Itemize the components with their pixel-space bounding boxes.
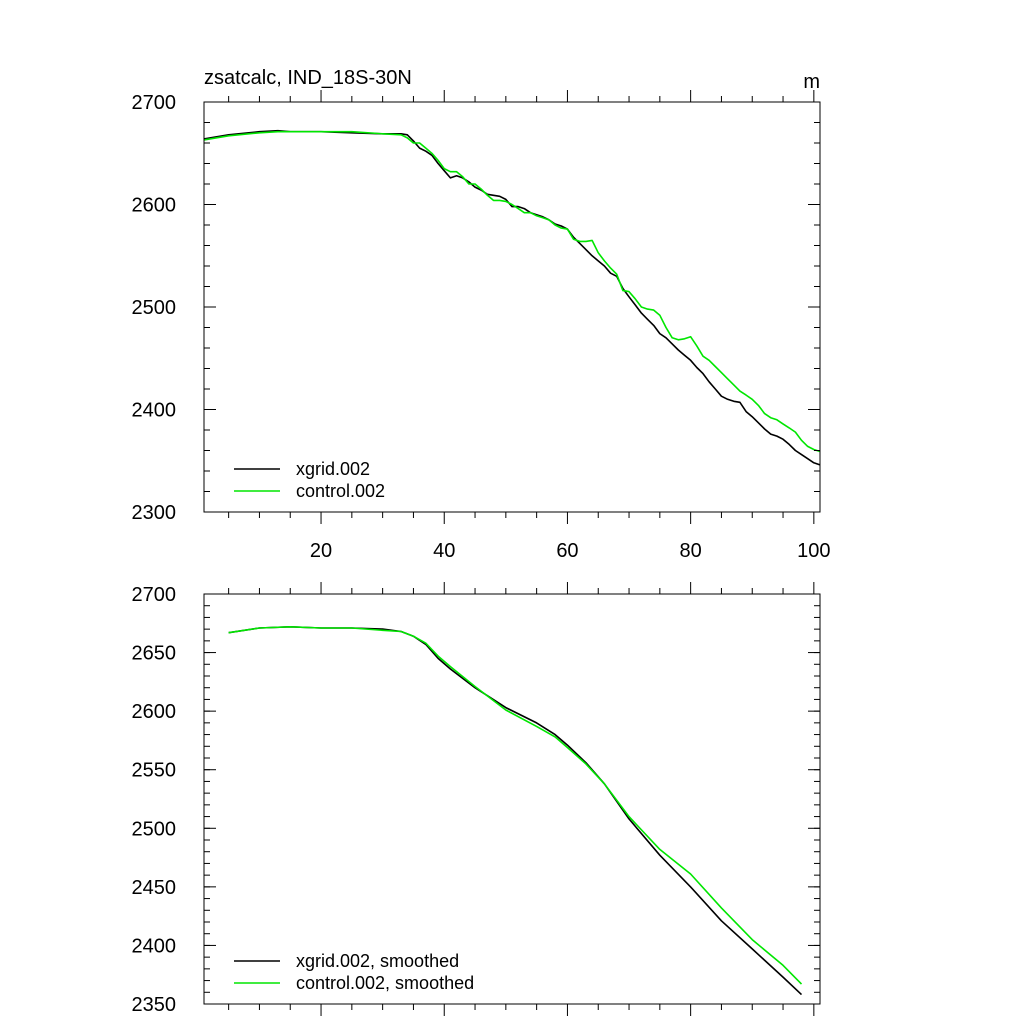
top-chart-title: zsatcalc, IND_18S-30N: [204, 67, 412, 89]
top-chart-xtick-label: 100: [797, 540, 830, 562]
top-chart-series-line-control: [203, 130, 821, 453]
top-chart-xtick-label: 60: [556, 540, 578, 562]
bottom-chart-ytick-label: 2550: [132, 760, 177, 782]
bottom-chart-ytick-label: 2400: [132, 935, 177, 957]
bottom-chart-ytick-label: 2650: [132, 643, 177, 665]
bottom-chart-frame: [203, 593, 821, 1005]
top-chart-ticks: 2300 2400 2500 2600 2700 20 40 60 80 100: [132, 90, 831, 562]
legend-label-xgrid: xgrid.002: [296, 459, 370, 479]
bottom-chart-ytick-label: 2500: [132, 818, 177, 840]
bottom-panel: 2350 2400 2450 2500 2550 2600 2650 2700 xgrid.0…: [132, 582, 821, 1016]
bottom-chart-ytick-label: 2450: [132, 877, 177, 899]
top-chart-xtick-label: 40: [433, 540, 455, 562]
legend-label-control-smoothed: control.002, smoothed: [296, 973, 474, 993]
top-panel: zsatcalc, IND_18S-30N m 2300 2400 2500 2600…: [132, 67, 831, 562]
bottom-chart-legend: xgrid.002, smoothed control.002, smoothe…: [234, 951, 474, 993]
top-chart-xtick-label: 20: [310, 540, 332, 562]
top-chart-ytick-label: 2600: [132, 195, 177, 217]
bottom-chart-series: [228, 625, 803, 996]
top-chart-ytick-label: 2500: [132, 297, 177, 319]
bottom-chart-ytick-label: 2700: [132, 584, 177, 606]
top-chart-series: [203, 129, 821, 466]
legend-label-xgrid-smoothed: xgrid.002, smoothed: [296, 951, 459, 971]
bottom-chart-ticks: 2350 2400 2450 2500 2550 2600 2650 2700: [132, 582, 820, 1016]
top-chart-ytick-label: 2700: [132, 92, 177, 114]
top-chart-ytick-label: 2300: [132, 502, 177, 524]
bottom-chart-ytick-label: 2600: [132, 701, 177, 723]
top-chart-xtick-label: 80: [680, 540, 702, 562]
bottom-chart-series-line-control: [228, 625, 803, 985]
top-chart-series-line-xgrid: [203, 129, 821, 466]
top-chart-legend: xgrid.002 control.002: [234, 459, 385, 501]
top-chart-ytick-label: 2400: [132, 400, 177, 422]
bottom-chart-ytick-label: 2350: [132, 994, 177, 1016]
legend-label-control: control.002: [296, 481, 385, 501]
top-chart-units-label: m: [803, 71, 820, 93]
